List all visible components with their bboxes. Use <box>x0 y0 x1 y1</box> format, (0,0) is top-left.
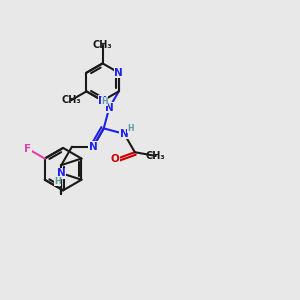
Text: O: O <box>110 154 119 164</box>
Text: H: H <box>101 97 107 106</box>
Text: N: N <box>98 96 107 106</box>
Text: N: N <box>89 142 98 152</box>
Text: F: F <box>24 144 32 154</box>
Text: N: N <box>57 168 66 178</box>
Text: N: N <box>105 103 114 113</box>
Text: CH₃: CH₃ <box>61 95 81 105</box>
Text: CH₃: CH₃ <box>93 40 112 50</box>
Text: CH₃: CH₃ <box>146 151 166 161</box>
Text: N: N <box>120 129 129 139</box>
Text: H: H <box>54 177 61 186</box>
Text: N: N <box>114 68 123 78</box>
Text: H: H <box>128 124 134 133</box>
